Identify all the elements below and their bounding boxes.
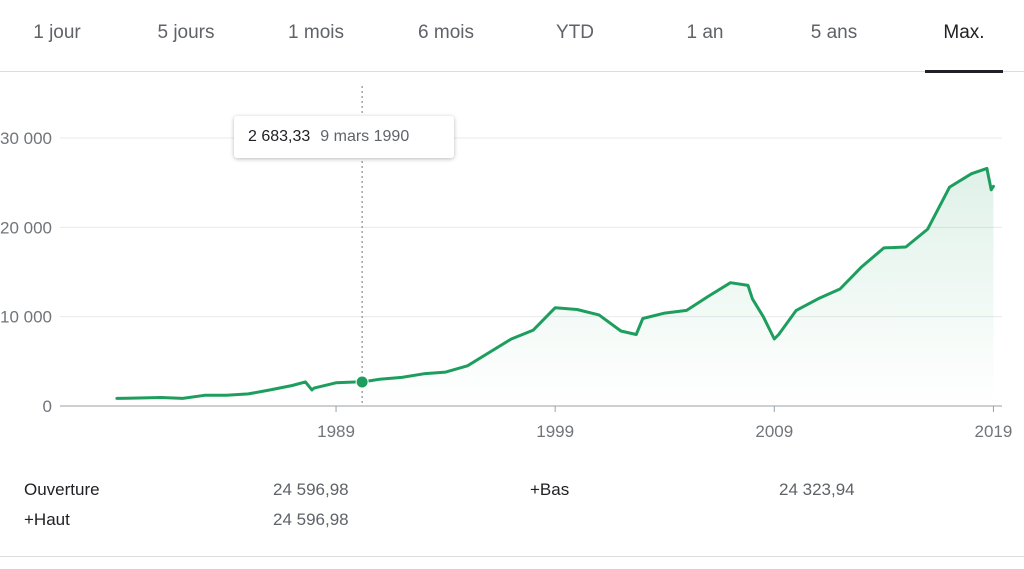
- chart-area[interactable]: 0 10 000 20 000 30 000 1989 1999 2009 2019: [0, 72, 1024, 452]
- tab-5-years[interactable]: 5 ans: [810, 22, 858, 43]
- x-tick-label: 1989: [317, 422, 355, 441]
- y-tick-label: 0: [43, 397, 52, 416]
- highlight-point[interactable]: [355, 375, 369, 389]
- high-label: +Haut: [24, 510, 70, 529]
- high-value: 24 596,98: [273, 510, 349, 529]
- series-line[interactable]: [115, 166, 995, 400]
- series-area: [116, 168, 994, 406]
- y-tick-label: 30 000: [0, 129, 52, 148]
- bottom-divider: [0, 556, 1024, 557]
- stats-panel: Ouverture 24 596,98 +Haut 24 596,98 +Bas…: [0, 468, 1024, 548]
- tab-1-month[interactable]: 1 mois: [288, 22, 344, 43]
- tab-5-days[interactable]: 5 jours: [157, 22, 215, 43]
- tab-max[interactable]: Max.: [943, 22, 985, 43]
- tooltip-date: 9 mars 1990: [320, 128, 410, 145]
- x-tick-label: 1999: [536, 422, 574, 441]
- low-value: 24 323,94: [779, 480, 855, 499]
- tab-6-months[interactable]: 6 mois: [418, 22, 474, 43]
- price-tooltip: 2 683,33 9 mars 1990: [234, 116, 454, 158]
- low-label: +Bas: [530, 480, 570, 499]
- y-tick-label: 10 000: [0, 308, 52, 327]
- time-range-tabs: 1 jour 5 jours 1 mois 6 mois YTD 1 an 5 …: [0, 0, 1024, 73]
- x-tick-label: 2009: [755, 422, 793, 441]
- open-label: Ouverture: [24, 480, 100, 499]
- open-value: 24 596,98: [273, 480, 349, 499]
- tab-1-day[interactable]: 1 jour: [33, 22, 81, 43]
- tab-ytd[interactable]: YTD: [556, 22, 594, 43]
- tab-1-year[interactable]: 1 an: [686, 22, 724, 43]
- x-tick-label: 2019: [975, 422, 1013, 441]
- price-line-chart[interactable]: 0 10 000 20 000 30 000 1989 1999 2009 2019: [0, 72, 1024, 452]
- active-tab-indicator: [925, 70, 1003, 73]
- y-tick-label: 20 000: [0, 218, 52, 237]
- tooltip-value: 2 683,33: [248, 128, 311, 145]
